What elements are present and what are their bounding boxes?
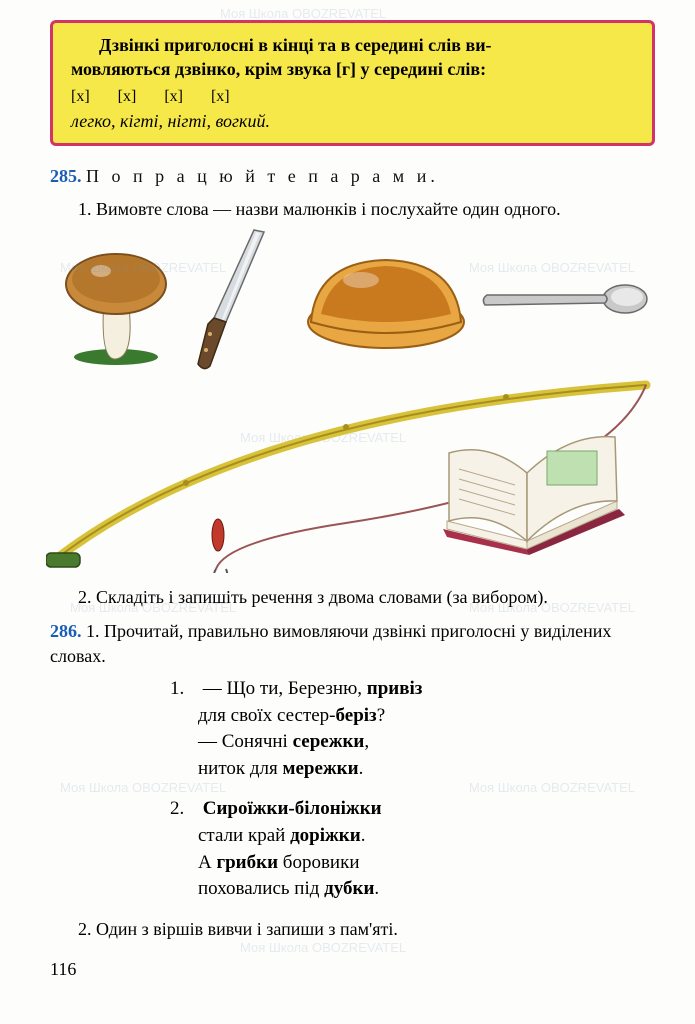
phonetic-mark: [х] xyxy=(71,86,90,108)
watermark: Моя Школа OBOZREVATEL xyxy=(240,940,406,955)
poem-punct: . xyxy=(374,878,379,899)
exercise-task-2: 2. Один з віршів вивчи і запиши з пам'ят… xyxy=(50,917,655,941)
phonetic-mark: [х] xyxy=(164,86,183,108)
watermark: Моя Школа OBOZREVATEL xyxy=(220,6,386,21)
poem-line: поховались під xyxy=(198,878,324,899)
exercise-number: 286. xyxy=(50,621,82,641)
textbook-page: Моя Школа OBOZREVATEL Моя Школа OBOZREVA… xyxy=(0,0,695,1000)
mushroom-image xyxy=(56,229,176,369)
rule-examples: легко, кігті, нігті, вогкий. xyxy=(71,109,634,133)
poem-bold: грибки xyxy=(216,852,278,873)
phonetic-mark: [х] xyxy=(211,86,230,108)
knife-image xyxy=(184,224,294,374)
poem-punct: . xyxy=(359,758,364,779)
poem-line: боровики xyxy=(278,852,359,873)
poem-number: 1. xyxy=(170,676,198,703)
poem-line: — Сонячні xyxy=(198,731,293,752)
bread-image xyxy=(301,244,471,354)
poem-bold: беріз xyxy=(336,705,377,726)
grammar-rule-box: Дзвінкі приголосні в кінці та в середині… xyxy=(50,20,655,146)
book-image xyxy=(429,413,639,563)
exercise-number: 285. xyxy=(50,166,82,186)
poem-2: 2. Сироїжки-білоніжки стали край доріжки… xyxy=(170,796,655,902)
poem-bold: Сироїжки-білоніжки xyxy=(203,798,382,819)
exercise-title: П о п р а ц ю й т е п а р а м и. xyxy=(86,166,439,186)
poem-line: для своїх сестер- xyxy=(198,705,336,726)
poem-line: стали край xyxy=(198,825,290,846)
poem-bold: сережки xyxy=(293,731,365,752)
exercise-285: 285. П о п р а ц ю й т е п а р а м и. 1.… xyxy=(50,164,655,609)
page-number: 116 xyxy=(50,959,655,980)
rule-line-2: мовляються дзвінко, крім звука [г] у сер… xyxy=(71,57,634,81)
exercise-task-1: 1. Прочитай, правильно вимовляючи дзвінк… xyxy=(50,621,611,665)
spoon-image xyxy=(479,269,649,329)
pictures-row-2 xyxy=(56,373,649,573)
poem-bold: привіз xyxy=(367,678,423,699)
poem-line: — Що ти, Березню, xyxy=(203,678,367,699)
poem-bold: дубки xyxy=(324,878,374,899)
exercise-task-2: 2. Складіть і запишіть речення з двома с… xyxy=(50,585,655,609)
exercise-task-1: 1. Вимовте слова — назви малюнків і посл… xyxy=(50,197,655,221)
pictures-row-1 xyxy=(56,229,649,369)
poem-punct: ? xyxy=(377,705,385,726)
poem-bold: доріжки xyxy=(290,825,361,846)
exercise-286: 286. 1. Прочитай, правильно вимовляючи д… xyxy=(50,619,655,941)
poem-1: 1. — Що ти, Березню, привіз для своїх се… xyxy=(170,676,655,782)
poem-number: 2. xyxy=(170,796,198,823)
phonetic-mark: [х] xyxy=(118,86,137,108)
poem-line: ниток для xyxy=(198,758,283,779)
poem-punct: , xyxy=(364,731,369,752)
poem-punct: . xyxy=(361,825,366,846)
poem-bold: мережки xyxy=(283,758,359,779)
rule-line-1: Дзвінкі приголосні в кінці та в середині… xyxy=(71,33,634,57)
phonetics-row: [х] [х] [х] [х] xyxy=(71,86,634,108)
poem-line: А xyxy=(198,852,216,873)
